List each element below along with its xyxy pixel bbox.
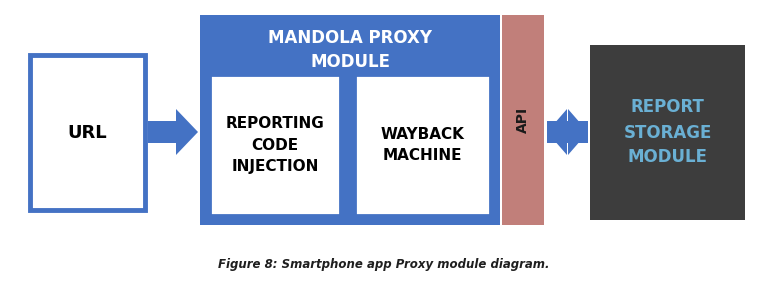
Bar [210, 75, 340, 215]
Text: API: API [516, 107, 530, 133]
Text: URL: URL [67, 123, 107, 142]
Bar [200, 15, 500, 225]
Text: REPORT
STORAGE
MODULE: REPORT STORAGE MODULE [624, 98, 712, 166]
Bar [30, 55, 145, 210]
FancyArrow shape [547, 109, 588, 155]
Text: WAYBACK
MACHINE: WAYBACK MACHINE [380, 127, 465, 163]
Text: MANDOLA PROXY
MODULE: MANDOLA PROXY MODULE [268, 29, 432, 71]
Bar [590, 45, 745, 220]
FancyArrow shape [547, 109, 588, 155]
Bar [355, 75, 490, 215]
Text: Figure 8: Smartphone app Proxy module diagram.: Figure 8: Smartphone app Proxy module di… [218, 258, 549, 271]
FancyArrow shape [148, 109, 198, 155]
Text: REPORTING
CODE
INJECTION: REPORTING CODE INJECTION [225, 117, 324, 173]
Bar [502, 15, 544, 225]
